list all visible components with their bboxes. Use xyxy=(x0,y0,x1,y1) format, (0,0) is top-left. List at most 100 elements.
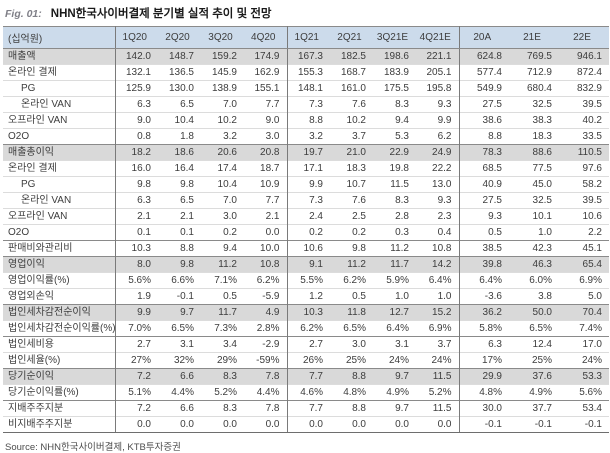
value-cell: 0.0 xyxy=(287,416,330,433)
value-cell: 39.5 xyxy=(559,192,609,209)
row-label: 오프라인 VAN xyxy=(3,208,116,225)
value-cell: 0.3 xyxy=(373,224,416,241)
row-label: 법인세차감전순이익률(%) xyxy=(3,320,116,337)
value-cell: 1.9 xyxy=(115,288,158,305)
table-row: 당기순이익률(%) 5.1% 4.4% 5.2% 4.4% 4.6% 4.8% 4.9% 5.2… xyxy=(3,384,609,401)
value-cell: 11.8 xyxy=(330,304,373,321)
value-cell: 198.6 xyxy=(373,48,416,65)
value-cell: 5.1% xyxy=(115,384,158,401)
value-cell: 5.6% xyxy=(559,384,609,401)
value-cell: 680.4 xyxy=(509,80,559,97)
column-header-20A: 20A xyxy=(459,26,509,49)
column-header-3Q20: 3Q20 xyxy=(201,26,244,49)
row-label: 법인세비용 xyxy=(3,336,116,353)
value-cell: 10.2 xyxy=(330,112,373,129)
value-cell: 11.5 xyxy=(416,368,460,385)
quarterly-results-table: (십억원) 1Q20 2Q20 3Q20 4Q20 1Q21 2Q21 3Q21E 4Q21E 2… xyxy=(3,26,609,433)
value-cell: 2.2 xyxy=(559,224,609,241)
table-row: 오프라인 VAN 2.1 2.1 3.0 2.1 2.4 2.5 2.8 2.3 9.3 10.1 1… xyxy=(3,208,609,225)
column-header-2Q20: 2Q20 xyxy=(158,26,201,49)
value-cell: 4.4% xyxy=(244,384,288,401)
figure-title: NHN한국사이버결제 분기별 실적 추이 및 전망 xyxy=(50,8,272,20)
row-label: 비지배주주지분 xyxy=(3,416,116,433)
value-cell: 7.3 xyxy=(287,192,330,209)
table-row: O2O 0.8 1.8 3.2 3.0 3.2 3.7 5.3 6.2 8.8 18.3 33.5 xyxy=(3,128,609,145)
value-cell: 5.9% xyxy=(373,272,416,289)
value-cell: 8.3 xyxy=(201,368,244,385)
value-cell: 182.5 xyxy=(330,48,373,65)
value-cell: 15.2 xyxy=(416,304,460,321)
value-cell: -0.1 xyxy=(459,416,509,433)
value-cell: 50.0 xyxy=(509,304,559,321)
value-cell: 0.0 xyxy=(373,416,416,433)
row-label: 당기순이익률(%) xyxy=(3,384,116,401)
value-cell: 27.5 xyxy=(459,96,509,113)
table-row: PG 125.9 130.0 138.9 155.1 148.1 161.0 175.5 195… xyxy=(3,80,609,97)
value-cell: 8.3 xyxy=(201,400,244,417)
value-cell: 7.0% xyxy=(115,320,158,337)
row-label: 당기순이익 xyxy=(3,368,116,385)
table-header: (십억원) 1Q20 2Q20 3Q20 4Q20 1Q21 2Q21 3Q21E 4Q21E 2… xyxy=(3,26,609,49)
value-cell: 7.3% xyxy=(201,320,244,337)
value-cell: 32.5 xyxy=(509,96,559,113)
value-cell: 221.1 xyxy=(416,48,460,65)
value-cell: 18.7 xyxy=(244,160,288,177)
value-cell: 10.3 xyxy=(287,304,330,321)
value-cell: 9.8 xyxy=(158,176,201,193)
value-cell: 29.9 xyxy=(459,368,509,385)
value-cell: 0.5 xyxy=(201,288,244,305)
value-cell: 9.8 xyxy=(158,256,201,273)
value-cell: 3.4 xyxy=(201,336,244,353)
value-cell: 24% xyxy=(373,352,416,369)
value-cell: 8.0 xyxy=(115,256,158,273)
value-cell: 3.0 xyxy=(330,336,373,353)
column-header-1Q20: 1Q20 xyxy=(115,26,158,49)
table-row: PG 9.8 9.8 10.4 10.9 9.9 10.7 11.5 13.0 40.9 45.0 5… xyxy=(3,176,609,193)
value-cell: 0.0 xyxy=(115,416,158,433)
value-cell: 19.7 xyxy=(287,144,330,161)
row-label: 온라인 VAN xyxy=(3,96,116,113)
value-cell: 155.3 xyxy=(287,64,330,81)
column-header-21E: 21E xyxy=(509,26,559,49)
value-cell: 18.3 xyxy=(509,128,559,145)
value-cell: 37.6 xyxy=(509,368,559,385)
value-cell: 7.8 xyxy=(244,368,288,385)
row-label: 오프라인 VAN xyxy=(3,112,116,129)
column-header-1Q21: 1Q21 xyxy=(287,26,330,49)
row-label: O2O xyxy=(3,224,116,241)
table-row: 법인세차감전순이익률(%) 7.0% 6.5% 7.3% 2.8% 6.2% 6.5% 6.4… xyxy=(3,320,609,337)
value-cell: 38.3 xyxy=(509,112,559,129)
value-cell: 11.2 xyxy=(330,256,373,273)
value-cell: 0.2 xyxy=(330,224,373,241)
value-cell: 6.6 xyxy=(158,400,201,417)
value-cell: 148.7 xyxy=(158,48,201,65)
value-cell: 6.4% xyxy=(459,272,509,289)
value-cell: 11.7 xyxy=(201,304,244,321)
table-row: O2O 0.1 0.1 0.2 0.0 0.2 0.2 0.3 0.4 0.5 1.0 2.2 xyxy=(3,224,609,241)
value-cell: 6.6% xyxy=(158,272,201,289)
value-cell: 6.2% xyxy=(287,320,330,337)
table-row: 법인세비용 2.7 3.1 3.4 -2.9 2.7 3.0 3.1 3.7 6.3 12.4 17.… xyxy=(3,336,609,353)
value-cell: -59% xyxy=(244,352,288,369)
value-cell: 11.7 xyxy=(373,256,416,273)
value-cell: 1.0 xyxy=(416,288,460,305)
value-cell: 25% xyxy=(330,352,373,369)
value-cell: 22.2 xyxy=(416,160,460,177)
table-row: 오프라인 VAN 9.0 10.4 10.2 9.0 8.8 10.2 9.4 9.9 38.6 3… xyxy=(3,112,609,129)
value-cell: 624.8 xyxy=(459,48,509,65)
value-cell: 4.9 xyxy=(244,304,288,321)
value-cell: 5.5% xyxy=(287,272,330,289)
value-cell: 1.8 xyxy=(158,128,201,145)
value-cell: 6.6 xyxy=(158,368,201,385)
value-cell: 33.5 xyxy=(559,128,609,145)
value-cell: 10.8 xyxy=(416,240,460,257)
value-cell: 155.1 xyxy=(244,80,288,97)
value-cell: 9.4 xyxy=(201,240,244,257)
table-row: 법인세율(%) 27% 32% 29% -59% 26% 25% 24% 24% 17% 25% 24… xyxy=(3,352,609,369)
value-cell: 10.8 xyxy=(244,256,288,273)
value-cell: 24% xyxy=(559,352,609,369)
value-cell: 0.5 xyxy=(459,224,509,241)
value-cell: 872.4 xyxy=(559,64,609,81)
value-cell: 27.5 xyxy=(459,192,509,209)
value-cell: 8.8 xyxy=(459,128,509,145)
